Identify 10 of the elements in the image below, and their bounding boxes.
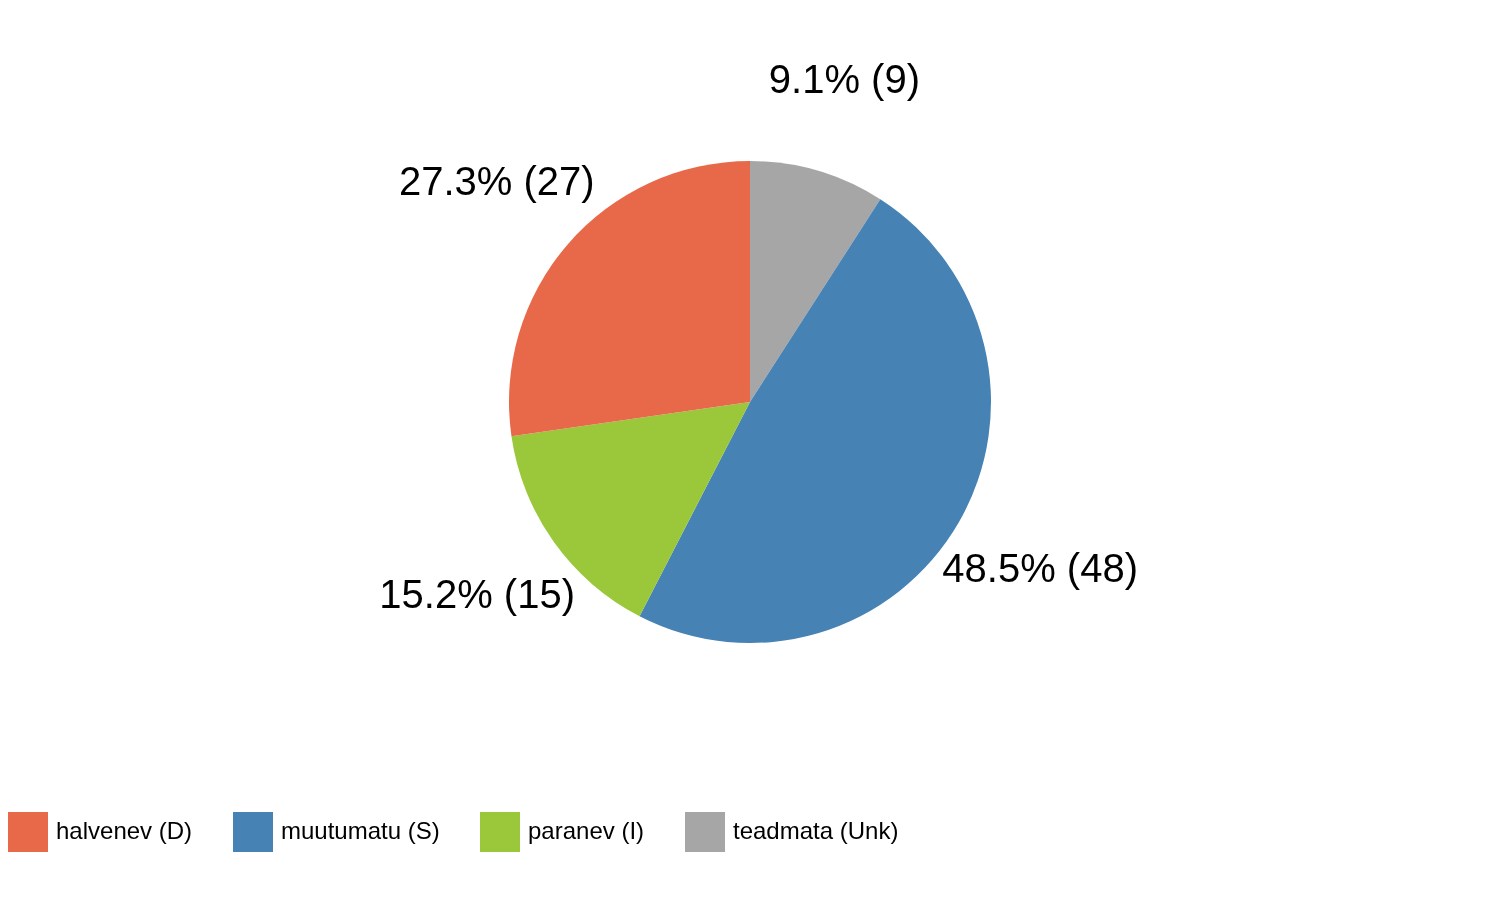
pie-slice [509,161,750,437]
pie-slice [750,161,881,402]
data-label: 15.2% (15) [379,572,575,617]
data-label: 9.1% (9) [768,56,920,101]
legend-label: paranev (I) [528,817,645,844]
legend-label: halvenev (D) [56,817,193,844]
data-label: 48.5% (48) [942,545,1138,590]
legend-label: muutumatu (S) [281,817,440,844]
legend-label: teadmata (Unk) [733,817,899,844]
data-label: 27.3% (27) [398,158,595,203]
